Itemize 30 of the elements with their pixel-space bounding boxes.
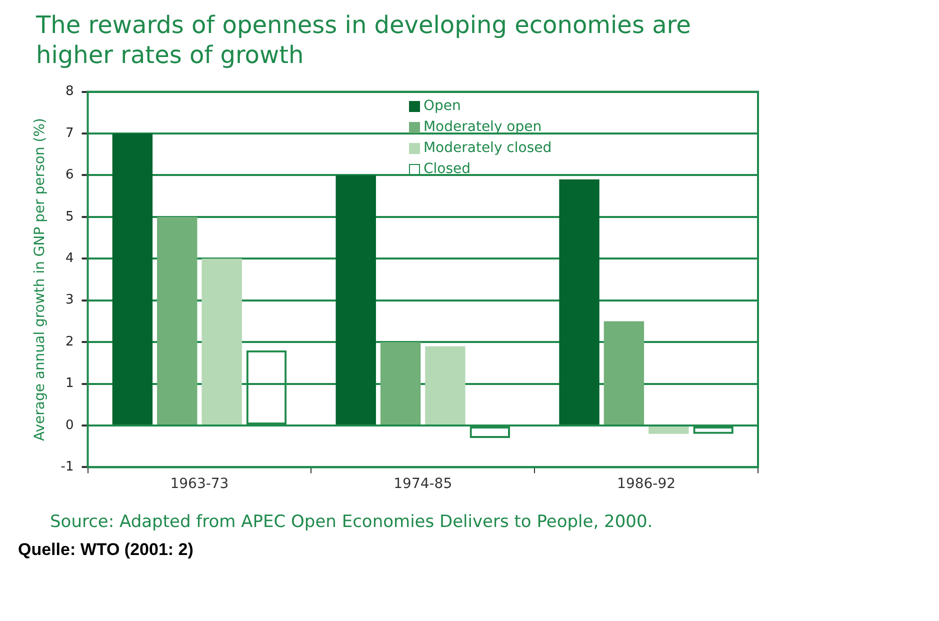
y-tick-label: 1 — [65, 376, 74, 392]
source-note: Quelle: WTO (2001: 2) — [18, 540, 194, 560]
legend-label: Moderately closed — [423, 138, 552, 158]
legend-label: Open — [423, 96, 461, 116]
y-tick-label: 0 — [65, 418, 74, 433]
bar — [648, 426, 689, 434]
x-tick-label: 1986-92 — [617, 476, 676, 492]
y-tick-label: 4 — [65, 251, 74, 266]
bar — [112, 134, 153, 424]
bar — [604, 321, 644, 424]
y-tick-label: 3 — [65, 292, 74, 308]
legend-label: Moderately open — [423, 118, 542, 137]
bar — [559, 179, 600, 424]
bar — [336, 175, 376, 424]
bar — [202, 258, 242, 424]
bar — [425, 346, 466, 424]
source-note: Source: Adapted from APEC Open Economies Delivers to People, 2000. — [50, 512, 654, 532]
y-tick-label: 8 — [65, 84, 74, 100]
y-axis-title: Average annual growth in GNP per person (%) — [32, 118, 48, 442]
bar — [380, 342, 421, 424]
x-tick-label: 1974-85 — [394, 476, 452, 492]
x-tick-label: 1963-73 — [170, 476, 229, 492]
y-tick-label: -1 — [60, 460, 74, 475]
y-tick-label: 6 — [65, 168, 74, 183]
y-tick-label: 7 — [65, 126, 74, 141]
chart-title: The rewards of openness in developing economies are higher rates of growth — [36, 10, 692, 70]
y-tick-label: 5 — [65, 209, 74, 224]
y-tick-label: 2 — [65, 334, 74, 350]
bar — [157, 216, 198, 424]
legend-label: Closed — [423, 160, 470, 179]
